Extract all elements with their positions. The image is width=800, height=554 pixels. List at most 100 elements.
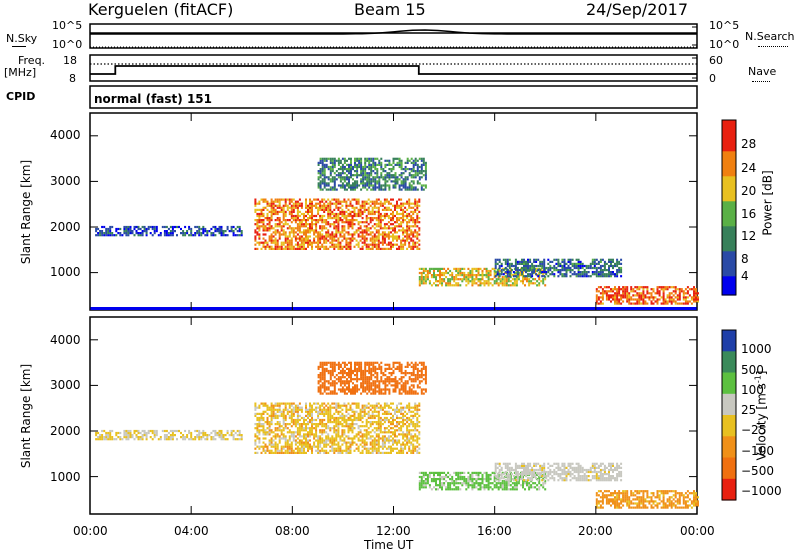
velocity-cell bbox=[387, 435, 390, 438]
velocity-cell bbox=[258, 404, 261, 407]
power-cell bbox=[236, 234, 239, 237]
power-cell bbox=[321, 172, 324, 175]
velocity-cell bbox=[414, 449, 417, 452]
power-cell bbox=[408, 204, 411, 207]
power-cell bbox=[402, 204, 405, 207]
power-cell bbox=[652, 296, 655, 299]
velocity-cell bbox=[276, 402, 279, 405]
power-cell bbox=[408, 159, 411, 162]
velocity-cell bbox=[363, 404, 366, 407]
velocity-cell bbox=[352, 390, 354, 393]
velocity-cell bbox=[296, 451, 299, 454]
power-cell bbox=[345, 231, 348, 234]
velocity-cell bbox=[348, 384, 350, 387]
power-cell bbox=[414, 229, 417, 232]
velocity-cell bbox=[406, 404, 409, 407]
power-cell bbox=[360, 178, 363, 181]
velocity-cell bbox=[398, 451, 401, 454]
velocity-cell bbox=[357, 447, 360, 450]
power-cell bbox=[674, 302, 677, 305]
velocity-cell bbox=[321, 418, 324, 422]
freq-trace bbox=[90, 65, 697, 75]
velocity-cell bbox=[412, 429, 415, 432]
velocity-cell bbox=[260, 414, 263, 417]
power-cell bbox=[375, 202, 378, 205]
power-cell bbox=[469, 276, 472, 279]
power-cell bbox=[381, 241, 384, 244]
power-cell bbox=[337, 202, 340, 205]
power-cell bbox=[323, 184, 326, 187]
power-cell bbox=[367, 233, 370, 236]
velocity-cell bbox=[218, 431, 221, 435]
power-cell bbox=[392, 168, 395, 171]
power-cell bbox=[396, 202, 398, 205]
power-cell bbox=[662, 294, 665, 297]
power-cell bbox=[426, 271, 429, 275]
velocity-cell bbox=[410, 414, 413, 417]
power-cell bbox=[670, 296, 673, 299]
power-cell bbox=[374, 161, 377, 164]
power-cell bbox=[278, 247, 281, 250]
velocity-cell bbox=[294, 410, 297, 413]
power-cell bbox=[339, 212, 342, 216]
power-cell bbox=[398, 186, 401, 189]
power-cell bbox=[416, 172, 419, 175]
velocity-cell bbox=[392, 416, 394, 420]
power-cell bbox=[343, 200, 346, 203]
power-cell bbox=[622, 292, 625, 295]
velocity-cell bbox=[345, 423, 348, 426]
velocity-cell bbox=[296, 441, 299, 444]
power-cell bbox=[337, 184, 340, 187]
power-cell bbox=[591, 266, 594, 270]
velocity-cell bbox=[319, 380, 322, 383]
velocity-cell bbox=[270, 421, 273, 424]
power-cell bbox=[258, 225, 261, 228]
power-cell bbox=[682, 294, 685, 297]
power-cell bbox=[394, 235, 396, 238]
power-cell bbox=[337, 163, 340, 166]
power-cell bbox=[174, 225, 176, 229]
power-cell bbox=[292, 231, 295, 234]
velocity-cell bbox=[341, 386, 344, 389]
power-cell bbox=[361, 217, 364, 220]
velocity-cell bbox=[268, 429, 271, 432]
velocity-cell bbox=[307, 414, 309, 417]
velocity-cell bbox=[335, 447, 338, 450]
power-cell bbox=[479, 267, 482, 270]
power-cell bbox=[274, 219, 277, 222]
velocity-cell bbox=[343, 416, 346, 420]
power-cell bbox=[398, 198, 401, 201]
power-cell bbox=[392, 229, 394, 232]
velocity-cell bbox=[270, 414, 273, 417]
power-cell bbox=[449, 282, 452, 285]
power-cell bbox=[412, 186, 415, 189]
power-cell bbox=[508, 266, 511, 270]
power-cell bbox=[341, 225, 344, 228]
velocity-cell bbox=[369, 441, 372, 444]
power-cell bbox=[636, 294, 639, 297]
power-cell bbox=[501, 282, 504, 285]
power-cell bbox=[620, 258, 623, 261]
velocity-cell bbox=[319, 439, 322, 442]
power-cell bbox=[323, 247, 326, 250]
velocity-cell bbox=[182, 438, 185, 441]
power-cell bbox=[693, 300, 695, 303]
power-cell bbox=[384, 188, 387, 191]
velocity-cell bbox=[380, 365, 383, 368]
power-cell bbox=[459, 284, 462, 287]
power-cell bbox=[311, 225, 313, 228]
power-cell bbox=[616, 258, 619, 261]
power-cell bbox=[309, 202, 311, 205]
power-cell bbox=[307, 229, 309, 232]
velocity-cell bbox=[325, 404, 328, 407]
velocity-cell bbox=[278, 423, 281, 426]
velocity-cell bbox=[383, 451, 386, 454]
velocity-cell bbox=[416, 435, 419, 438]
power-cell bbox=[337, 225, 340, 228]
velocity-cell bbox=[305, 402, 307, 405]
power-cell bbox=[288, 239, 291, 242]
velocity-cell bbox=[188, 429, 191, 433]
velocity-cell bbox=[381, 408, 384, 411]
power-cell bbox=[581, 275, 584, 278]
power-cell bbox=[258, 229, 261, 232]
